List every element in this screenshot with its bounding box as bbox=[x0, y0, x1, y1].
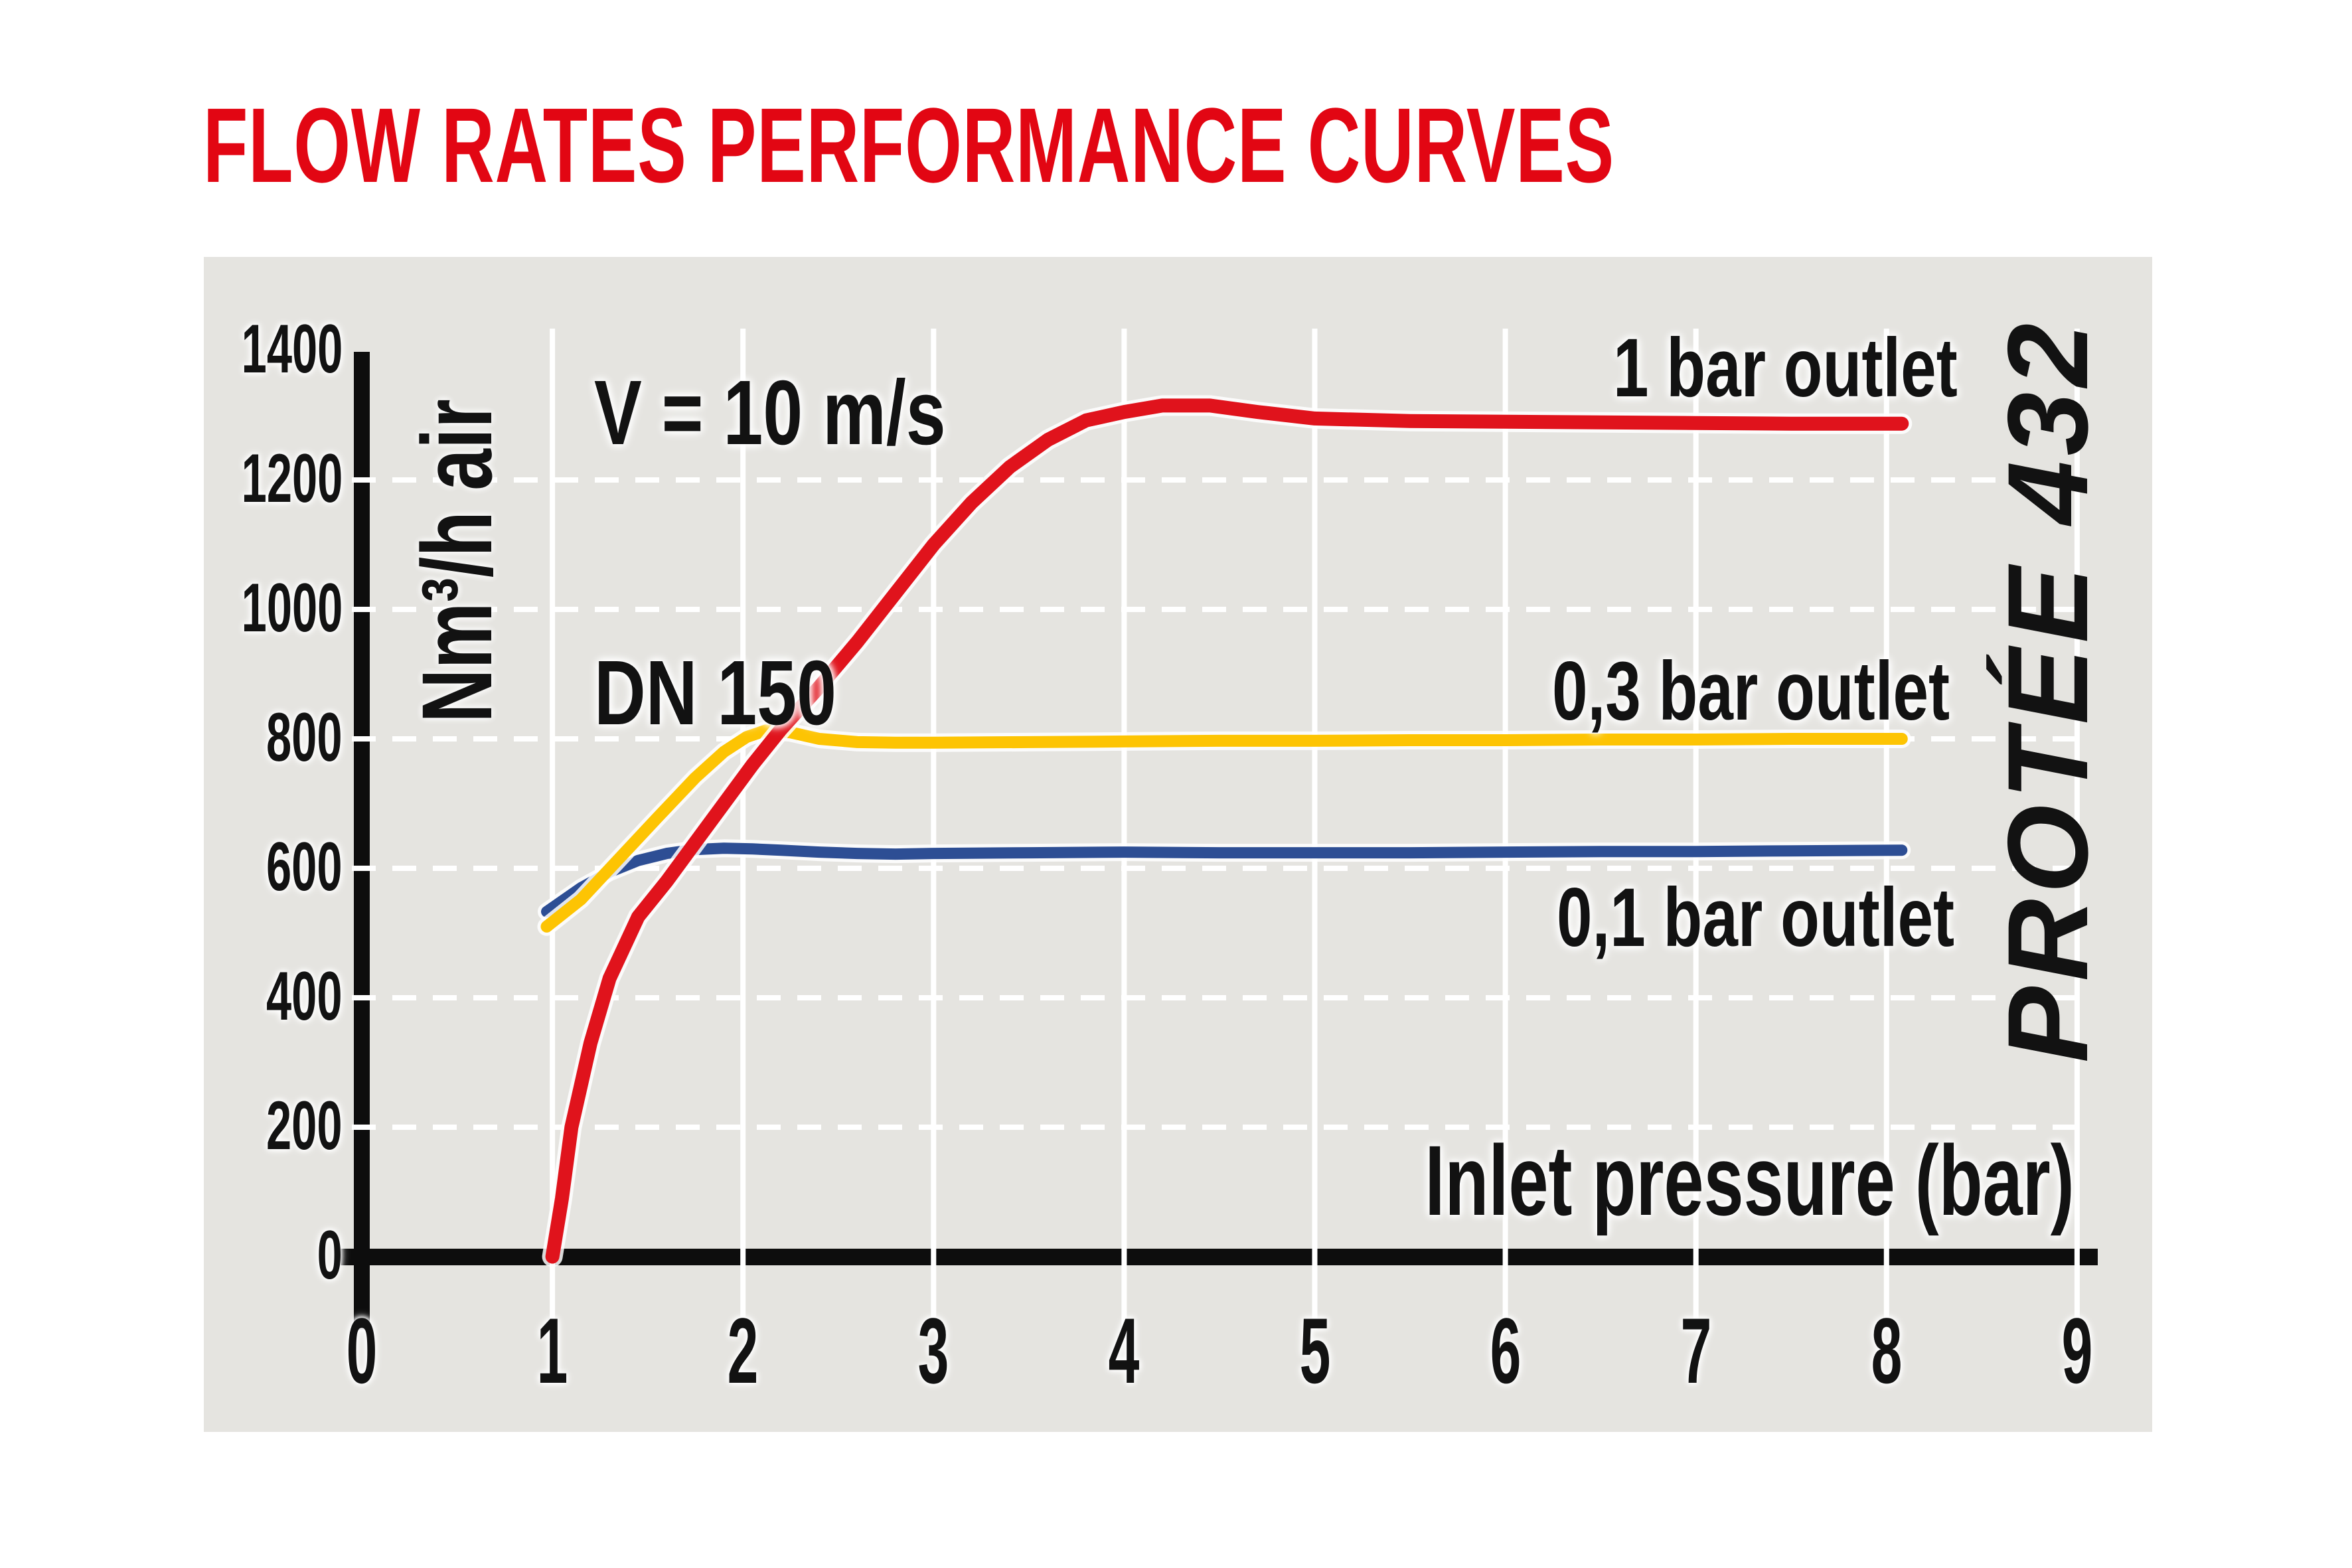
x-tick-label: 4 bbox=[1109, 1298, 1140, 1403]
y-tick-label: 800 bbox=[266, 699, 343, 776]
y-tick-label: 200 bbox=[266, 1087, 343, 1164]
annotation-velocity: V = 10 m/s bbox=[594, 362, 946, 464]
y-tick-label: 400 bbox=[266, 958, 343, 1035]
annotation-diameter: DN 150 bbox=[594, 642, 836, 744]
x-tick-label: 1 bbox=[536, 1298, 568, 1403]
series-label-03-bar: 0,3 bar outlet bbox=[1552, 645, 1950, 738]
y-tick-label: 1200 bbox=[241, 440, 343, 517]
y-tick-label: 1400 bbox=[241, 311, 343, 388]
y-axis-line bbox=[354, 352, 370, 1330]
x-tick-label: 5 bbox=[1299, 1298, 1330, 1403]
chart-title: FLOW RATES PERFORMANCE CURVES bbox=[203, 86, 1614, 204]
y-tick-label: 1000 bbox=[241, 570, 343, 647]
x-tick-label: 7 bbox=[1680, 1298, 1712, 1403]
curve-0-3-bar-outlet bbox=[540, 724, 1908, 933]
axes bbox=[341, 352, 2098, 1330]
x-axis-title: Inlet pressure (bar) bbox=[1425, 1125, 2075, 1236]
series-label-1-bar: 1 bar outlet bbox=[1613, 322, 1958, 414]
curves bbox=[537, 395, 1913, 1267]
x-tick-label: 3 bbox=[917, 1298, 949, 1403]
y-axis-title: Nm³/h air bbox=[401, 399, 512, 723]
product-name-label: PROTÉE 432 bbox=[1984, 318, 2112, 1063]
series-label-01-bar: 0,1 bar outlet bbox=[1557, 872, 1955, 964]
y-tick-label: 0 bbox=[317, 1217, 343, 1294]
curve-1-bar-outlet bbox=[545, 398, 1909, 1264]
x-tick-label: 0 bbox=[346, 1298, 378, 1403]
x-tick-label: 2 bbox=[727, 1298, 759, 1403]
x-tick-label: 6 bbox=[1490, 1298, 1521, 1403]
curve-0-1-bar-outlet bbox=[541, 842, 1908, 917]
y-tick-label: 600 bbox=[266, 828, 343, 905]
x-axis-line bbox=[341, 1249, 2098, 1265]
x-tick-label: 9 bbox=[2061, 1298, 2093, 1403]
x-tick-label: 8 bbox=[1871, 1298, 1903, 1403]
